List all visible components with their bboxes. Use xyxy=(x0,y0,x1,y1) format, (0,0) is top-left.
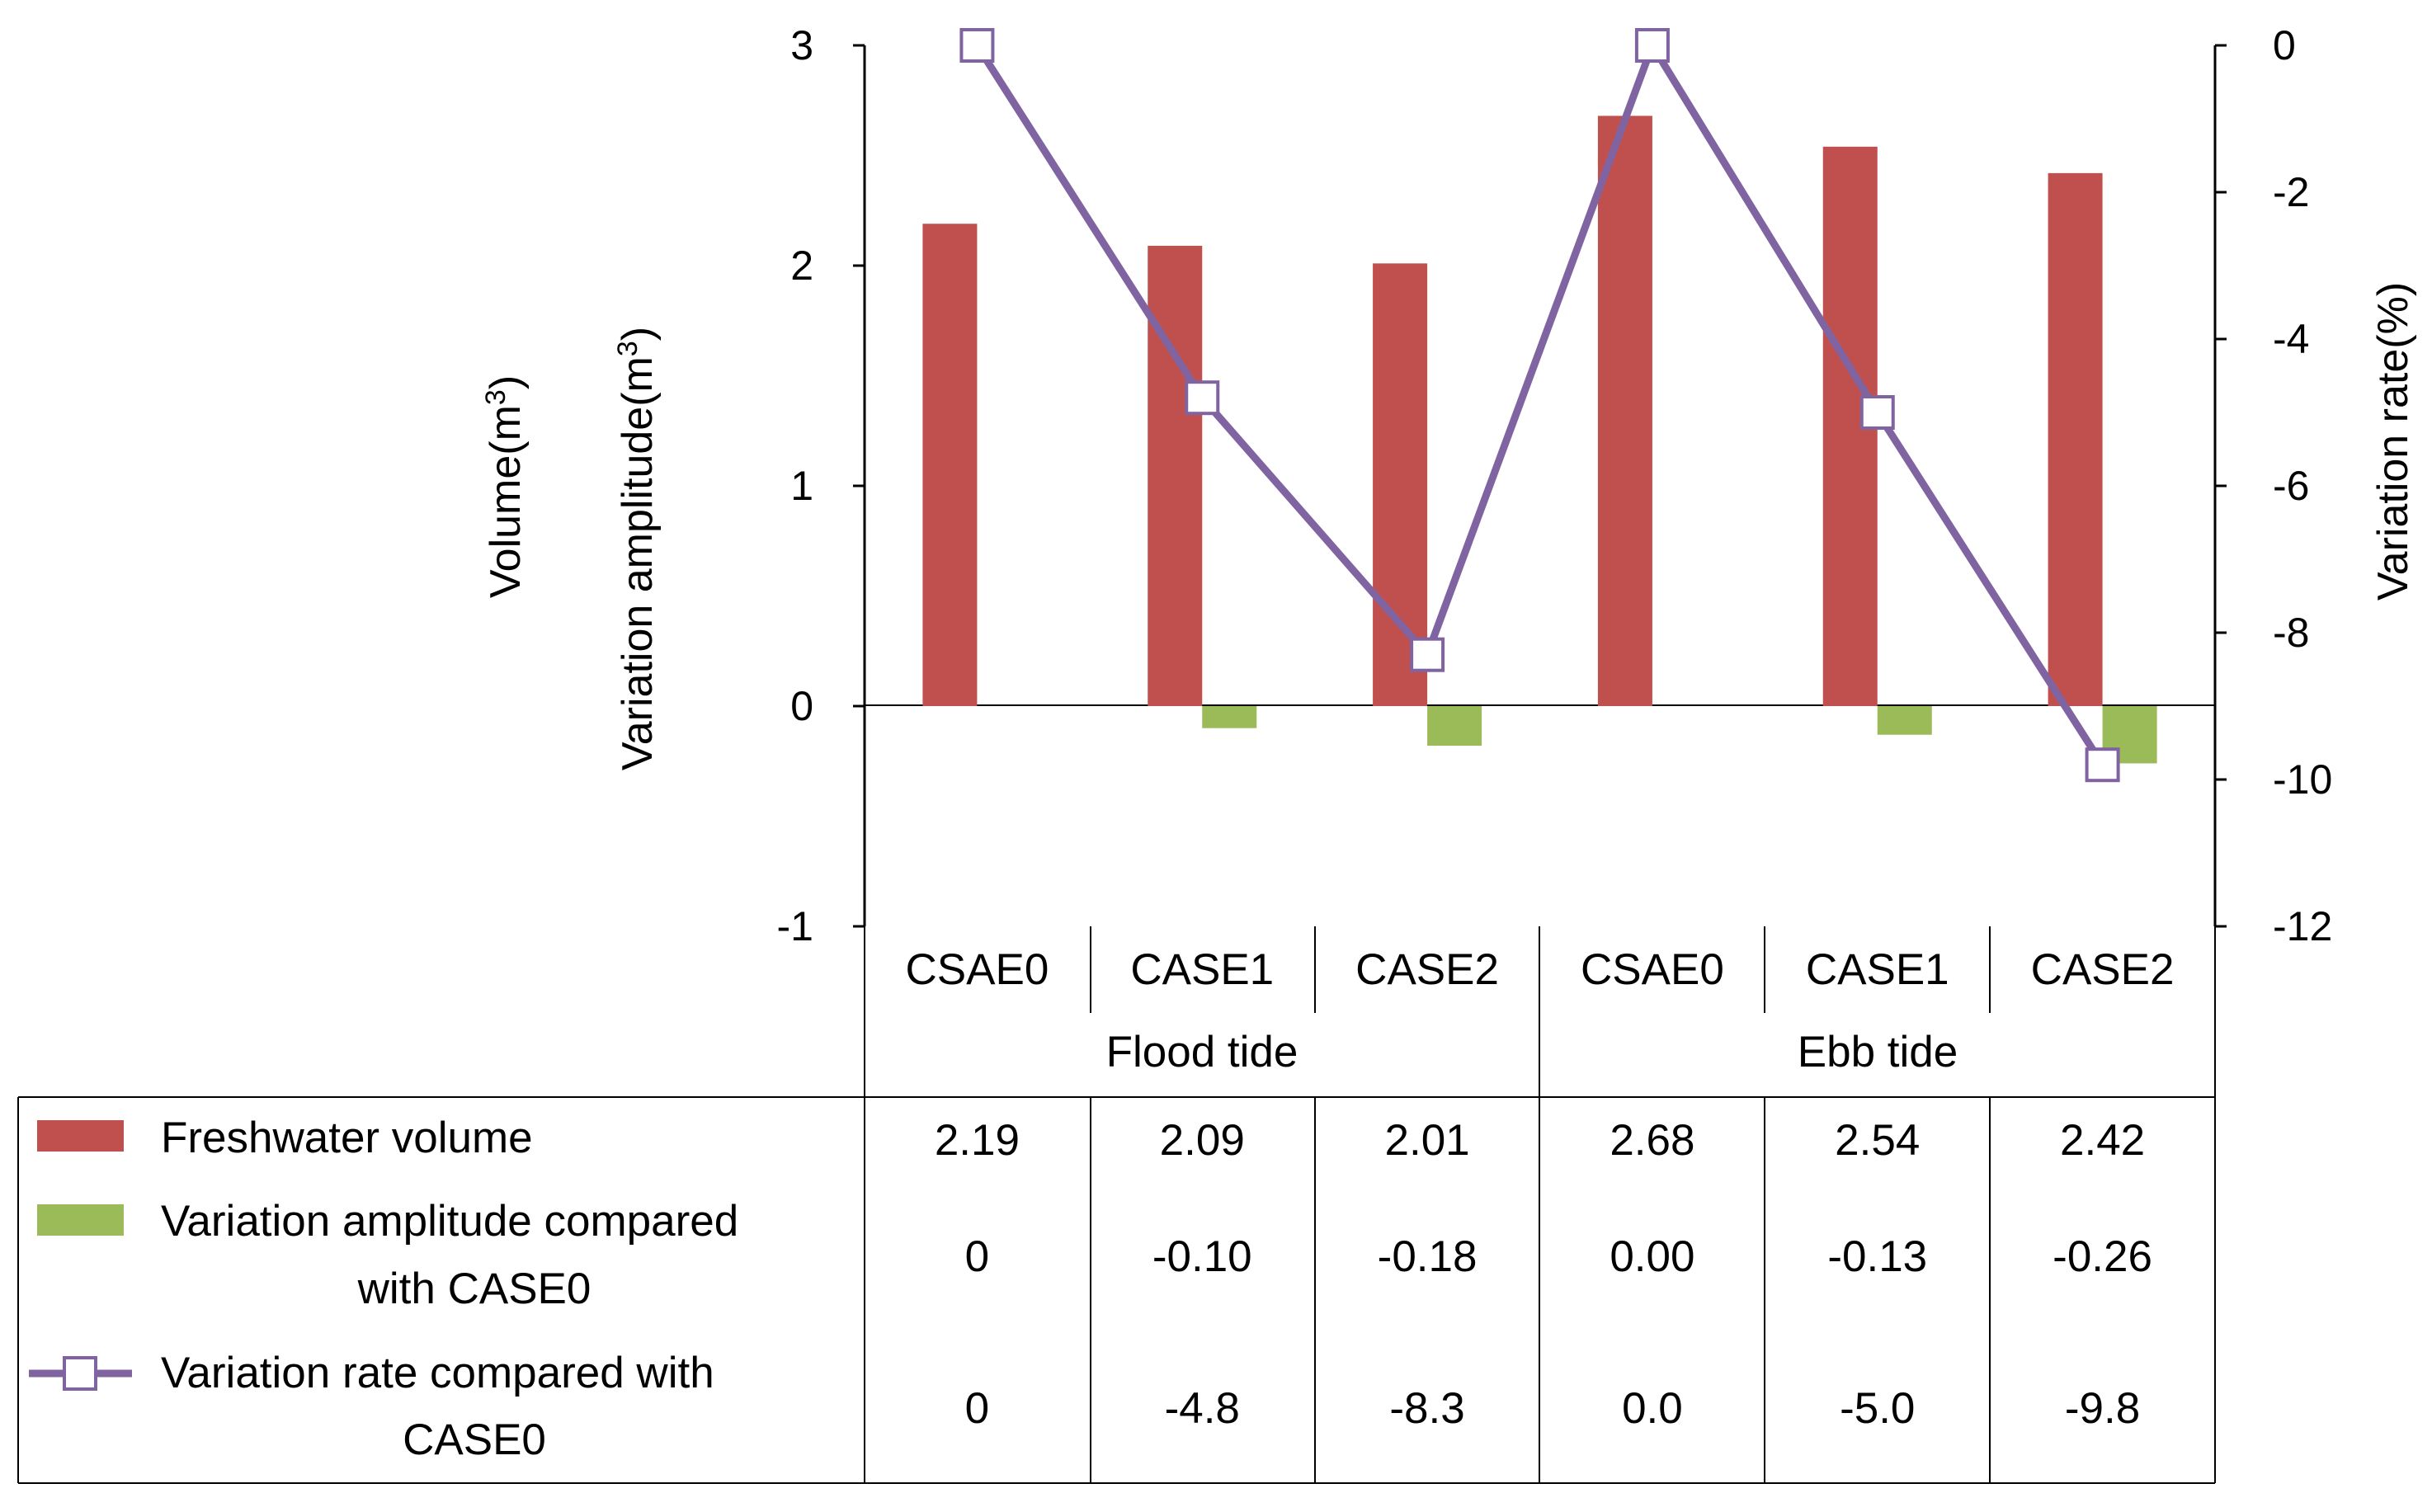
table-value: -9.8 xyxy=(2065,1384,2140,1433)
legend-label-rate-line1: Variation rate compared with xyxy=(161,1349,714,1397)
table-value: 0 xyxy=(965,1232,989,1281)
table-value: 2.19 xyxy=(935,1116,1020,1165)
bar-freshwater-volume xyxy=(922,224,978,706)
left-tick-label: -1 xyxy=(777,903,813,949)
variation-rate-line xyxy=(973,41,2106,767)
table-value: 2.54 xyxy=(1835,1116,1920,1165)
data-table-grid xyxy=(17,926,2216,1484)
right-tick-label: -6 xyxy=(2273,463,2309,509)
variation-rate-marker xyxy=(1634,28,1670,63)
left-tick-label: 2 xyxy=(790,243,813,289)
table-value: -0.10 xyxy=(1152,1232,1252,1281)
category-label: CASE1 xyxy=(1806,945,1949,994)
right-axis-ticks: 0 -2 -4 -6 -8 -10 -12 xyxy=(2215,22,2332,949)
table-value: -4.8 xyxy=(1165,1384,1240,1433)
right-tick-label: -12 xyxy=(2273,903,2332,949)
bar-variation-amplitude xyxy=(1427,706,1482,747)
right-axis-title: Variation rate(%) xyxy=(2369,282,2417,601)
legend-swatch-freshwater xyxy=(37,1120,124,1152)
category-label: CASE2 xyxy=(1355,945,1499,994)
variation-rate-series xyxy=(959,28,2120,783)
bar-freshwater-volume xyxy=(1373,263,1428,707)
left-axis-title-volume: Volume(m3) xyxy=(480,375,530,598)
table-value: -8.3 xyxy=(1389,1384,1464,1433)
table-value: -5.0 xyxy=(1840,1384,1915,1433)
variation-rate-marker xyxy=(959,28,995,63)
table-value: 0.00 xyxy=(1610,1232,1694,1281)
left-tick-label: 3 xyxy=(790,22,813,68)
bar-variation-amplitude xyxy=(1202,706,1257,728)
table-value: -0.26 xyxy=(2053,1232,2152,1281)
table-value: -0.18 xyxy=(1378,1232,1478,1281)
right-tick-label: -8 xyxy=(2273,610,2309,656)
variation-rate-marker xyxy=(2085,747,2120,783)
data-table-values: 2.19 2.09 2.01 2.68 2.54 2.420 -0.10 -0.18 0.00-… xyxy=(935,1116,2152,1433)
right-tick-label: -10 xyxy=(2273,756,2332,803)
bar-freshwater-volume xyxy=(1148,245,1203,707)
legend-swatch-amplitude xyxy=(37,1204,124,1236)
table-value: 2.68 xyxy=(1610,1116,1694,1165)
category-label: CASE2 xyxy=(2031,945,2175,994)
table-value: -0.13 xyxy=(1827,1232,1927,1281)
bar-freshwater-volume xyxy=(2048,172,2103,707)
legend-label-freshwater: Freshwater volume xyxy=(161,1114,533,1162)
group-label-flood: Flood tide xyxy=(1106,1028,1298,1076)
bar-variation-amplitude xyxy=(1877,706,1932,735)
variation-rate-marker xyxy=(1859,395,1895,430)
right-tick-label: -2 xyxy=(2273,169,2309,215)
variation-rate-marker xyxy=(1185,380,1220,416)
category-labels: CSAE0 CASE1 CASE2 CSAE0 CASE1 CASE2 xyxy=(906,945,2175,994)
category-label: CSAE0 xyxy=(906,945,1049,994)
table-value: 0.0 xyxy=(1622,1384,1683,1433)
legend-label-amplitude-line2: with CASE0 xyxy=(357,1265,592,1313)
category-label: CASE1 xyxy=(1130,945,1274,994)
category-label: CSAE0 xyxy=(1581,945,1724,994)
bars xyxy=(922,115,2157,764)
right-tick-label: 0 xyxy=(2273,22,2296,68)
table-value: 0 xyxy=(965,1384,989,1433)
left-tick-label: 1 xyxy=(790,463,813,509)
legend-label-amplitude-line1: Variation amplitude compared xyxy=(161,1197,738,1246)
legend-marker-rate xyxy=(63,1356,97,1391)
right-tick-label: -4 xyxy=(2273,316,2309,362)
left-axis-ticks: 3 2 1 0 -1 xyxy=(777,22,865,949)
table-value: 2.42 xyxy=(2060,1116,2145,1165)
table-value: 2.09 xyxy=(1160,1116,1245,1165)
variation-rate-marker xyxy=(1410,637,1445,672)
bar-freshwater-volume xyxy=(1597,115,1652,706)
table-value: 2.01 xyxy=(1385,1116,1470,1165)
group-label-ebb: Ebb tide xyxy=(1798,1028,1958,1076)
legend-label-rate-line2: CASE0 xyxy=(403,1415,546,1464)
left-tick-label: 0 xyxy=(790,683,813,729)
left-axis-title-amplitude: Variation amplitude(m3) xyxy=(612,327,662,770)
